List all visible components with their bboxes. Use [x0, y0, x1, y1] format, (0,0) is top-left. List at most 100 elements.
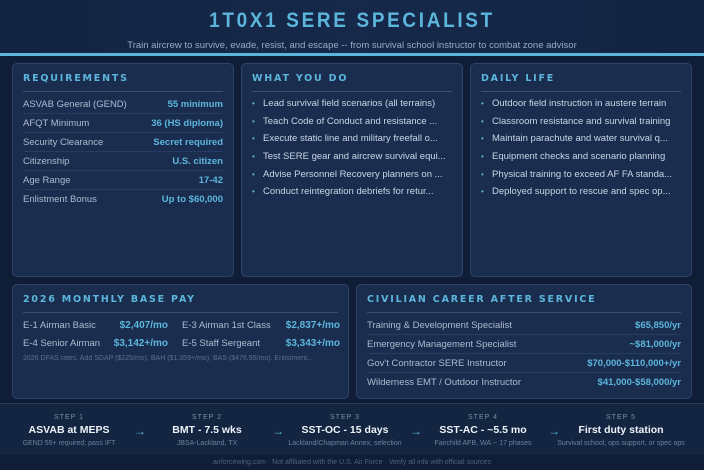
row-value: $41,000-$58,000/yr — [597, 377, 681, 388]
info-row: E-3 Airman 1st Class $2,837+/mo — [182, 317, 340, 335]
row-value: 17-42 — [198, 174, 223, 186]
step-desc: GEND 55+ required; pass IFT — [22, 440, 116, 447]
row-label: E-1 Airman Basic — [23, 320, 96, 332]
info-row: Gov't Contractor SERE Instructor $70,000-… — [367, 354, 681, 373]
header-divider — [0, 53, 704, 56]
step-label: STEP 2 — [192, 414, 222, 421]
list-item-text: Test SERE gear and aircrew survival equi… — [263, 151, 446, 163]
bullet-icon: • — [252, 187, 255, 197]
what-you-do-card: WHAT YOU DO • Lead survival field scenari… — [241, 63, 463, 277]
step-1: STEP 1 ASVAB at MEPS GEND 55+ required; pa… — [0, 404, 146, 455]
row-value: $2,837+/mo — [285, 320, 340, 332]
info-row: ASVAB General (GEND) 55 minimum — [23, 95, 223, 114]
daily-life-card: DAILY LIFE • Outdoor field instruction in… — [470, 63, 692, 277]
step-desc: Survival school, ops support, or spec op… — [557, 440, 685, 447]
bullet-icon: • — [252, 116, 255, 126]
bullet-icon: • — [252, 169, 255, 179]
step-3: STEP 3 SST-OC - 15 days Lackland/Chapman A… — [276, 404, 422, 455]
bullet-icon: • — [252, 152, 255, 162]
list-item-text: Physical training to exceed AF FA standa… — [492, 168, 673, 180]
civilian-career-card: CIVILIAN CAREER AFTER SERVICE Training &… — [356, 284, 692, 399]
info-row: E-1 Airman Basic $2,407/mo — [23, 317, 168, 335]
list-item: • Execute static line and military freefa… — [252, 130, 452, 148]
row-value: $3,343+/mo — [285, 337, 340, 349]
step-desc: Fairchild AFB, WA -- 17 phases — [434, 440, 532, 447]
list-item: • Conduct reintegration debriefs for retu… — [252, 183, 452, 201]
list-item: • Deployed support to rescue and spec op.… — [481, 183, 681, 201]
list-item-text: Advise Personnel Recovery planners on ..… — [263, 168, 443, 180]
bullet-icon: • — [481, 134, 484, 144]
row-label: E-3 Airman 1st Class — [182, 320, 271, 332]
card-title: 2026 MONTHLY BASE PAY — [23, 294, 338, 313]
row-value: 55 minimum — [167, 98, 223, 110]
info-row: Wilderness EMT / Outdoor Instructor $41,0… — [367, 373, 681, 392]
list-item: • Classroom resistance and survival train… — [481, 113, 681, 131]
row-label: Training & Development Specialist — [367, 319, 512, 331]
step-title: BMT - 7.5 wks — [172, 424, 242, 436]
info-row: Emergency Management Specialist ~$81,000/… — [367, 335, 681, 354]
arrow-right-icon: → — [272, 424, 284, 438]
row-value: 36 (HS diploma) — [151, 117, 223, 129]
list-item: • Maintain parachute and water survival q… — [481, 130, 681, 148]
step-4: STEP 4 SST-AC - ~5.5 mo Fairchild AFB, WA … — [414, 404, 561, 455]
list-item: • Test SERE gear and aircrew survival equ… — [252, 148, 452, 166]
list-item: • Equipment checks and scenario planning — [481, 148, 681, 166]
row-label: Wilderness EMT / Outdoor Instructor — [367, 377, 521, 388]
info-row: Citizenship U.S. citizen — [23, 152, 223, 171]
row-label: E-5 Staff Sergeant — [182, 337, 260, 349]
row-value: Up to $60,000 — [161, 194, 223, 205]
bullet-icon: • — [481, 169, 484, 179]
list-item: • Advise Personnel Recovery planners on .… — [252, 165, 452, 183]
list-item-text: Deployed support to rescue and spec op..… — [492, 186, 671, 198]
info-row: Security Clearance Secret required — [23, 133, 223, 152]
pay-card: 2026 MONTHLY BASE PAY E-1 Airman Basic $2… — [12, 284, 349, 399]
arrow-right-icon: → — [548, 424, 560, 438]
row-value: Secret required — [153, 136, 223, 148]
row-label: Emergency Management Specialist — [367, 338, 517, 350]
list-item-text: Lead survival field scenarios (all terra… — [263, 98, 436, 110]
info-row: E-4 Senior Airman $3,142+/mo — [23, 335, 168, 353]
list-item-text: Equipment checks and scenario planning — [492, 151, 666, 163]
card-title: DAILY LIFE — [481, 73, 681, 92]
bullet-icon: • — [252, 134, 255, 144]
bullet-icon: • — [481, 187, 484, 197]
list-item-text: Conduct reintegration debriefs for retur… — [263, 186, 434, 198]
row-label: Citizenship — [23, 155, 70, 167]
bullet-icon: • — [481, 152, 484, 162]
arrow-right-icon: → — [410, 424, 422, 438]
info-row: Enlistment Bonus Up to $60,000 — [23, 190, 223, 209]
page-title: 1T0X1 SERE SPECIALIST — [209, 9, 495, 32]
row-value: U.S. citizen — [172, 155, 223, 167]
header: 1T0X1 SERE SPECIALIST Train aircrew to s… — [0, 0, 704, 54]
arrow-right-icon: → — [134, 424, 146, 438]
bullet-icon: • — [481, 116, 484, 126]
list-item-text: Classroom resistance and survival traini… — [492, 115, 671, 127]
info-row: Age Range 17-42 — [23, 171, 223, 190]
list-item-text: Outdoor field instruction in austere ter… — [492, 98, 667, 110]
info-row: Training & Development Specialist $65,850… — [367, 316, 681, 335]
bullet-icon: • — [481, 99, 484, 109]
row-label: Gov't Contractor SERE Instructor — [367, 357, 507, 369]
bullet-icon: • — [252, 99, 255, 109]
row-label: Age Range — [23, 174, 71, 186]
list-item: • Lead survival field scenarios (all terr… — [252, 95, 452, 113]
career-path-steps: STEP 1 ASVAB at MEPS GEND 55+ required; pa… — [0, 403, 704, 455]
step-title: SST-AC - ~5.5 mo — [439, 424, 527, 436]
list-item: • Physical training to exceed AF FA stand… — [481, 165, 681, 183]
step-desc: JBSA-Lackland, TX — [176, 440, 238, 447]
step-label: STEP 3 — [330, 414, 360, 421]
card-title: REQUIREMENTS — [23, 73, 223, 92]
step-title: First duty station — [578, 424, 664, 436]
card-title: WHAT YOU DO — [252, 73, 452, 92]
step-label: STEP 4 — [468, 414, 498, 421]
step-desc: Lackland/Chapman Annex, selection — [288, 440, 402, 447]
row-label: AFQT Minimum — [23, 117, 90, 129]
row-value: ~$81,000/yr — [629, 338, 681, 350]
requirements-card: REQUIREMENTS ASVAB General (GEND) 55 mini… — [12, 63, 234, 277]
list-item-text: Maintain parachute and water survival q.… — [492, 133, 668, 145]
row-label: Security Clearance — [23, 136, 104, 148]
row-label: E-4 Senior Airman — [23, 337, 101, 349]
pay-note: 2026 DFAS rates. Add SDAP ($225/mo), BAH… — [23, 355, 313, 362]
step-label: STEP 1 — [54, 414, 84, 421]
list-item: • Outdoor field instruction in austere te… — [481, 95, 681, 113]
